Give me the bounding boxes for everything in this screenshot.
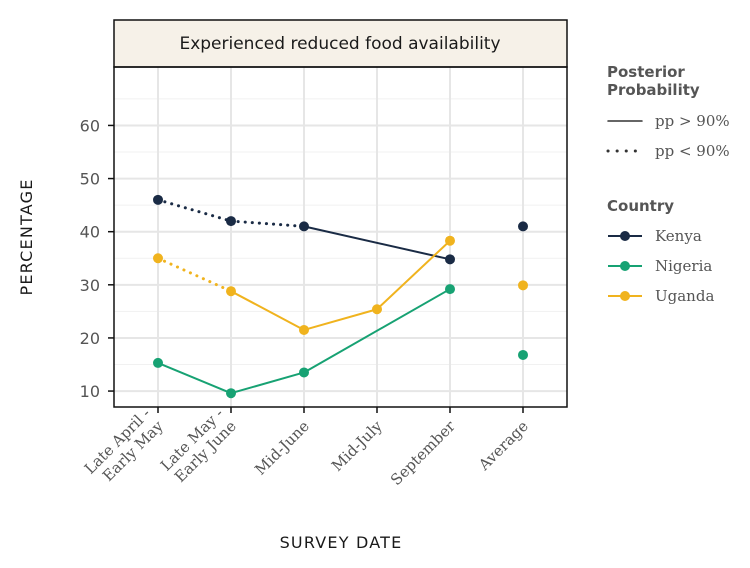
data-point: [445, 235, 455, 246]
legend-country-marker: [620, 291, 630, 301]
data-point: [518, 221, 528, 232]
x-tick-label: September: [387, 417, 459, 489]
series-line-segment: [376, 239, 451, 311]
series-line-segment: [156, 256, 233, 293]
data-point: [226, 286, 236, 297]
x-tick-label: Late April -Early May: [81, 404, 167, 490]
y-tick-label: 50: [80, 170, 100, 189]
legend-country-marker: [620, 231, 630, 241]
x-axis-label: SURVEY DATE: [280, 533, 403, 552]
data-point: [299, 367, 309, 378]
chart-title: Experienced reduced food availability: [179, 34, 500, 54]
data-point: [153, 253, 163, 264]
legend-country-label: Kenya: [655, 227, 702, 245]
x-tick-label: Late May -Early June: [157, 404, 240, 487]
data-point: [518, 280, 528, 291]
data-point: [445, 254, 455, 265]
series-line-segment: [303, 225, 451, 261]
data-point: [372, 304, 382, 315]
x-tick-label: Mid-June: [251, 417, 313, 479]
legend: Posterior Probability pp > 90% pp < 90% Coun…: [606, 63, 730, 305]
data-point: [445, 284, 455, 295]
y-axis-label: PERCENTAGE: [17, 178, 36, 295]
data-point: [153, 194, 163, 205]
data-point: [226, 388, 236, 399]
grid: [114, 67, 567, 407]
series-uganda: [153, 235, 528, 335]
series-line-segment: [303, 288, 451, 374]
y-tick-label: 10: [80, 382, 100, 401]
y-tick-label: 40: [80, 223, 100, 242]
series-line-segment: [157, 361, 232, 395]
legend-country-label: Nigeria: [655, 257, 712, 275]
series-kenya: [153, 194, 528, 265]
legend-pp-label: pp < 90%: [655, 142, 730, 160]
plot-panel: [113, 66, 568, 408]
x-tick-label: Average: [474, 417, 531, 474]
series: [153, 194, 528, 399]
title-strip: [113, 19, 568, 68]
data-point: [153, 357, 163, 368]
data-point: [299, 221, 309, 232]
x-tick-label: Mid-July: [328, 417, 386, 475]
series-line-segment: [303, 308, 378, 331]
legend-pp-label: pp > 90%: [655, 112, 730, 130]
legend-country-label: Uganda: [655, 287, 714, 305]
series-line-segment: [230, 290, 305, 331]
data-point: [226, 216, 236, 227]
series-line-segment: [156, 198, 233, 223]
y-tick-label: 20: [80, 329, 100, 348]
legend-country-marker: [620, 261, 630, 271]
y-tick-label: 30: [80, 276, 100, 295]
y-tick-label: 60: [80, 116, 100, 135]
data-point: [518, 349, 528, 360]
legend-pp-title: Posterior Probability: [607, 63, 700, 99]
series-line-segment: [229, 219, 306, 228]
series-line-segment: [230, 371, 305, 395]
legend-country-title: Country: [607, 197, 674, 215]
data-point: [299, 324, 309, 335]
series-nigeria: [153, 284, 528, 399]
